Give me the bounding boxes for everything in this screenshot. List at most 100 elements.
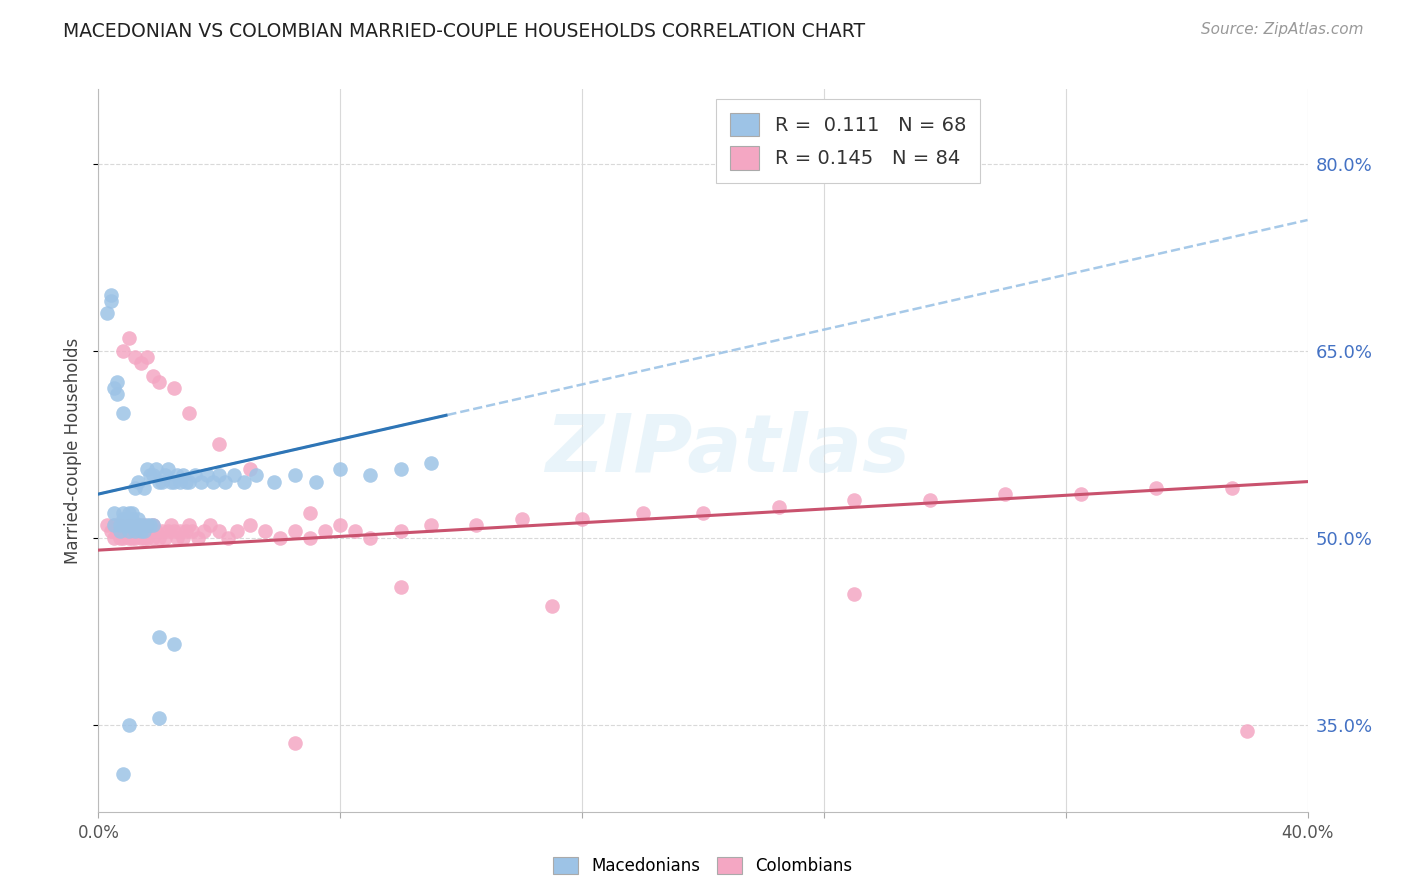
Point	[124, 350, 146, 364]
Point	[208, 524, 231, 539]
Point	[510, 512, 533, 526]
Point	[111, 524, 134, 539]
Point	[127, 475, 149, 489]
Point	[1070, 487, 1092, 501]
Point	[103, 518, 125, 533]
Point	[142, 518, 165, 533]
Point	[105, 375, 128, 389]
Point	[169, 524, 191, 539]
Point	[103, 506, 125, 520]
Point	[129, 518, 152, 533]
Point	[217, 531, 239, 545]
Point	[108, 531, 131, 545]
Point	[148, 475, 170, 489]
Point	[148, 531, 170, 545]
Point	[121, 531, 143, 545]
Point	[118, 331, 141, 345]
Point	[163, 475, 186, 489]
Point	[160, 518, 183, 533]
Point	[132, 481, 155, 495]
Point	[108, 518, 131, 533]
Point	[127, 512, 149, 526]
Point	[129, 524, 152, 539]
Point	[127, 518, 149, 533]
Point	[103, 518, 125, 533]
Point	[118, 717, 141, 731]
Point	[193, 524, 215, 539]
Point	[918, 493, 941, 508]
Point	[135, 350, 157, 364]
Point	[124, 481, 146, 495]
Point	[692, 506, 714, 520]
Point	[245, 468, 267, 483]
Point	[111, 512, 134, 526]
Point	[148, 711, 170, 725]
Point	[118, 506, 141, 520]
Point	[1144, 481, 1167, 495]
Point	[420, 518, 443, 533]
Point	[114, 512, 136, 526]
Point	[163, 636, 186, 650]
Y-axis label: Married-couple Households: Married-couple Households	[65, 337, 83, 564]
Point	[96, 306, 118, 320]
Point	[132, 524, 155, 539]
Point	[114, 518, 136, 533]
Point	[1220, 481, 1243, 495]
Point	[148, 630, 170, 644]
Point	[465, 518, 488, 533]
Point	[214, 475, 236, 489]
Point	[329, 518, 352, 533]
Point	[344, 524, 367, 539]
Point	[253, 524, 276, 539]
Point	[284, 736, 307, 750]
Point	[150, 475, 173, 489]
Point	[124, 524, 146, 539]
Point	[145, 462, 167, 476]
Point	[139, 518, 162, 533]
Point	[540, 599, 562, 614]
Point	[148, 375, 170, 389]
Point	[994, 487, 1017, 501]
Point	[135, 531, 157, 545]
Point	[111, 506, 134, 520]
Point	[135, 462, 157, 476]
Point	[284, 524, 307, 539]
Point	[135, 518, 157, 533]
Point	[111, 767, 134, 781]
Point	[208, 468, 231, 483]
Point	[111, 531, 134, 545]
Point	[208, 437, 231, 451]
Point	[202, 475, 225, 489]
Point	[150, 524, 173, 539]
Point	[1236, 723, 1258, 738]
Point	[118, 518, 141, 533]
Point	[174, 475, 197, 489]
Point	[139, 524, 162, 539]
Point	[571, 512, 593, 526]
Point	[132, 531, 155, 545]
Point	[114, 518, 136, 533]
Point	[142, 531, 165, 545]
Point	[118, 524, 141, 539]
Point	[118, 518, 141, 533]
Point	[121, 524, 143, 539]
Point	[135, 524, 157, 539]
Point	[111, 406, 134, 420]
Point	[284, 468, 307, 483]
Point	[121, 506, 143, 520]
Point	[389, 581, 412, 595]
Point	[124, 531, 146, 545]
Point	[768, 500, 790, 514]
Point	[96, 518, 118, 533]
Point	[195, 468, 218, 483]
Point	[314, 524, 336, 539]
Point	[163, 381, 186, 395]
Point	[329, 462, 352, 476]
Point	[129, 524, 152, 539]
Point	[166, 531, 188, 545]
Point	[224, 468, 246, 483]
Text: MACEDONIAN VS COLOMBIAN MARRIED-COUPLE HOUSEHOLDS CORRELATION CHART: MACEDONIAN VS COLOMBIAN MARRIED-COUPLE H…	[63, 22, 866, 41]
Point	[129, 356, 152, 370]
Point	[172, 531, 194, 545]
Point	[190, 475, 212, 489]
